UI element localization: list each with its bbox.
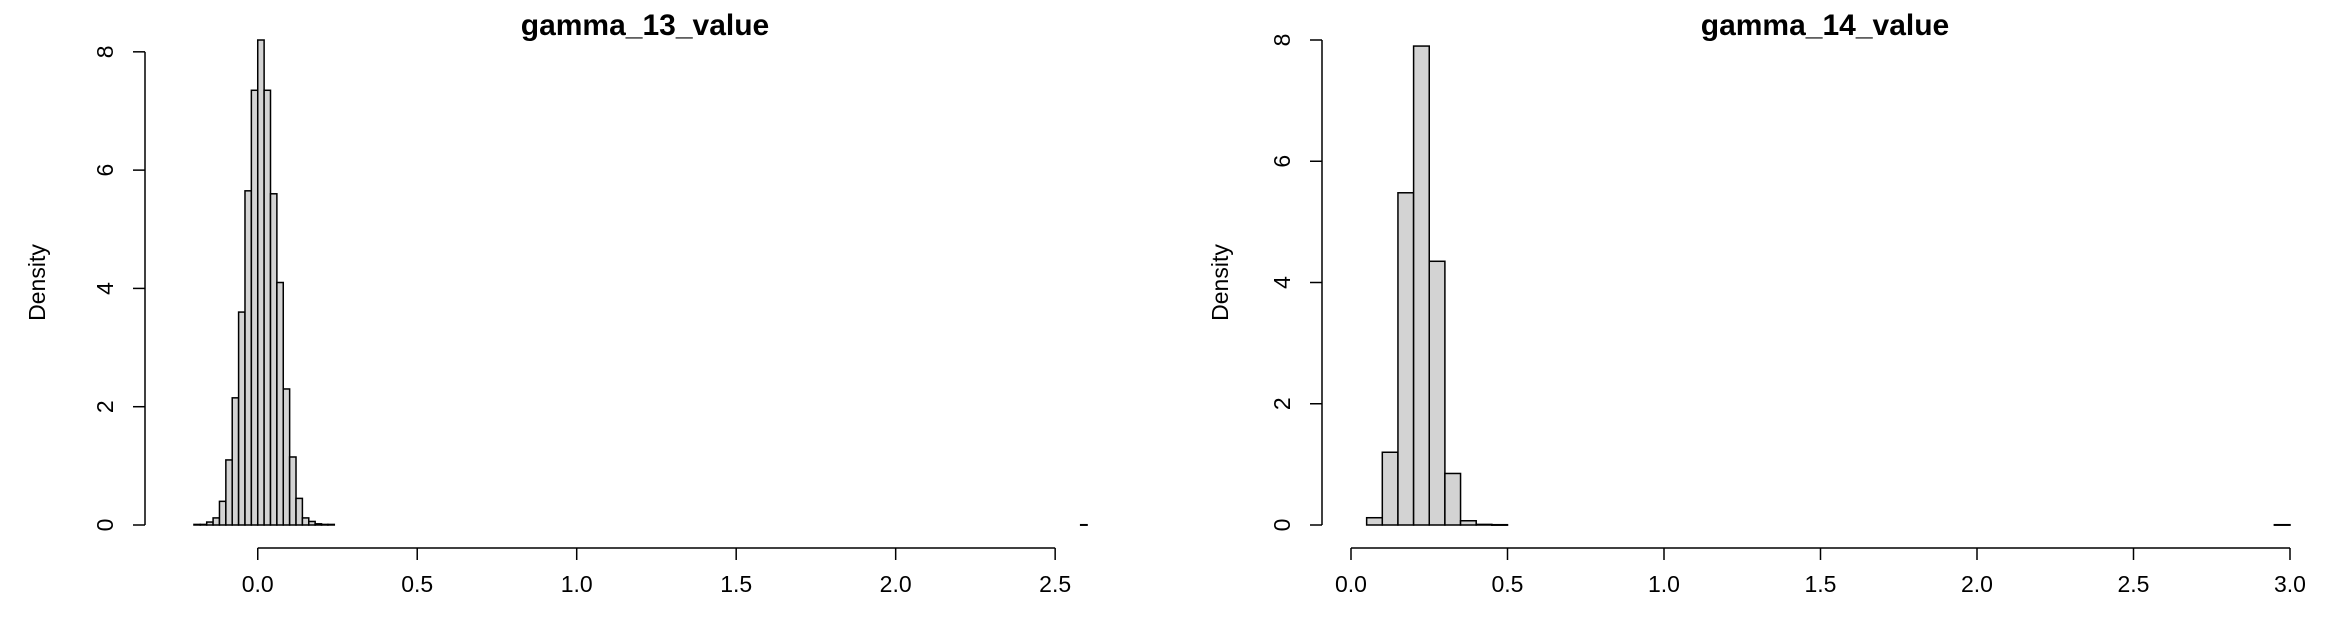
x-tick-label: 0.0 bbox=[242, 571, 274, 597]
chart-title: gamma_13_value bbox=[521, 9, 770, 42]
y-tick-label: 8 bbox=[1269, 34, 1295, 47]
x-tick-label: 0.5 bbox=[1492, 571, 1524, 597]
y-axis-label: Density bbox=[1207, 244, 1233, 321]
histogram-bar bbox=[250, 89, 259, 526]
histogram-bar bbox=[244, 190, 253, 526]
histogram-bar bbox=[1428, 260, 1446, 526]
histogram-bar bbox=[282, 388, 291, 526]
histogram-bar bbox=[327, 523, 336, 526]
histogram-bar bbox=[288, 456, 297, 526]
histogram-bar bbox=[1444, 472, 1462, 526]
histogram-bar bbox=[301, 517, 310, 526]
x-tick-label: 2.5 bbox=[1039, 571, 1071, 597]
x-tick-label: 2.5 bbox=[2118, 571, 2150, 597]
histogram-bar bbox=[1475, 523, 1493, 526]
x-tick-label: 2.0 bbox=[880, 571, 912, 597]
y-tick-label: 4 bbox=[92, 282, 118, 295]
histogram-bar bbox=[237, 311, 246, 526]
histogram-bar bbox=[1397, 192, 1415, 526]
histogram-bar bbox=[276, 281, 285, 526]
histogram-bar bbox=[212, 517, 221, 526]
x-tick-label: 3.0 bbox=[2274, 571, 2306, 597]
histogram-bar bbox=[1079, 523, 1088, 526]
histogram-bar bbox=[295, 497, 304, 526]
x-tick-label: 0.5 bbox=[401, 571, 433, 597]
y-tick-label: 6 bbox=[1269, 155, 1295, 168]
histogram-bar bbox=[1491, 523, 1509, 526]
chart-title: gamma_14_value bbox=[1701, 9, 1950, 42]
y-tick-label: 4 bbox=[1269, 276, 1295, 289]
histogram-bar bbox=[269, 193, 278, 526]
histogram-bar bbox=[1412, 45, 1430, 526]
histogram-bar bbox=[205, 521, 214, 526]
x-tick-label: 1.0 bbox=[561, 571, 593, 597]
histogram-bar bbox=[199, 523, 208, 526]
histogram-bar bbox=[193, 523, 202, 526]
histogram-bar bbox=[320, 523, 329, 526]
histogram-bar bbox=[314, 523, 323, 526]
y-tick-label: 2 bbox=[1269, 397, 1295, 410]
histogram-bar bbox=[263, 89, 272, 526]
histogram-bar bbox=[231, 397, 240, 526]
y-tick-label: 8 bbox=[92, 45, 118, 58]
histogram-bar bbox=[1365, 516, 1384, 526]
histogram-bar bbox=[218, 500, 227, 526]
histogram-bar bbox=[225, 459, 233, 526]
y-axis-label: Density bbox=[24, 244, 50, 321]
y-tick-label: 6 bbox=[92, 164, 118, 177]
x-tick-label: 1.5 bbox=[720, 571, 752, 597]
y-tick-label: 0 bbox=[1269, 519, 1295, 532]
y-tick-label: 2 bbox=[92, 400, 118, 413]
x-tick-label: 1.0 bbox=[1648, 571, 1680, 597]
x-tick-label: 0.0 bbox=[1335, 571, 1367, 597]
histogram-bar bbox=[1459, 520, 1477, 526]
histogram-bar bbox=[256, 39, 265, 526]
histogram-bar bbox=[2273, 523, 2291, 526]
y-tick-label: 0 bbox=[92, 519, 118, 532]
histogram-bar bbox=[308, 520, 316, 526]
histogram-panel: gamma_14_value Density 0 2 4 6 8 0.0 0.5 1.0 1.5 2.… bbox=[1207, 9, 2306, 597]
x-tick-label: 1.5 bbox=[1805, 571, 1837, 597]
histogram-panel: gamma_13_value Density 0 2 4 6 8 0.0 0.5 1.0 1.5 2.… bbox=[24, 9, 1088, 597]
histogram-bar bbox=[1381, 451, 1399, 526]
x-tick-label: 2.0 bbox=[1961, 571, 1993, 597]
